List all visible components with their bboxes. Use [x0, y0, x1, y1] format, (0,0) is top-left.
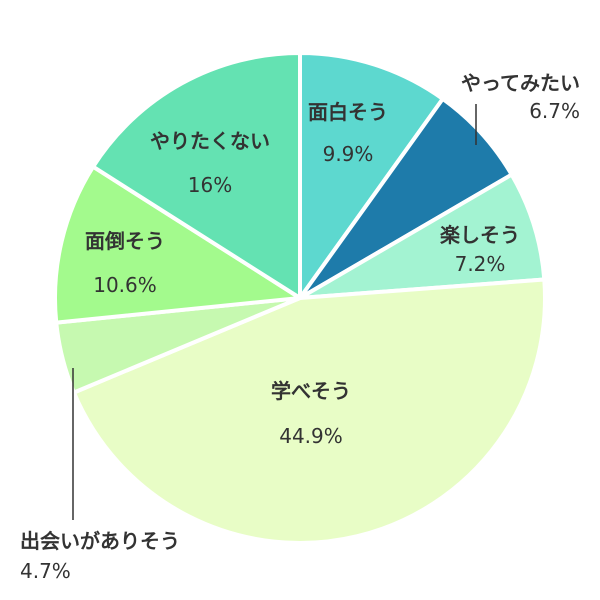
slice-label-manabe: 学べそう	[271, 379, 351, 403]
slice-value-deai: 4.7%	[20, 559, 71, 583]
slice-value-yatte: 6.7%	[529, 99, 580, 123]
slice-value-mendo: 10.6%	[93, 273, 157, 297]
slice-labels: 面白そう 9.9% やってみたい 6.7% 楽しそう 7.2% 学べそう 44.…	[20, 71, 580, 583]
pie-slice-5	[53, 164, 302, 325]
slice-label-deai: 出会いがありそう	[20, 529, 180, 553]
slice-label-yaritakunai: やりたくない	[150, 129, 270, 153]
slice-value-omoshiro: 9.9%	[323, 142, 374, 166]
slice-label-yatte: やってみたい	[461, 71, 580, 95]
slice-label-omoshiro: 面白そう	[308, 100, 388, 124]
pie-slice-2	[298, 172, 547, 300]
slice-label-tanoshi: 楽しそう	[440, 223, 520, 247]
slice-label-mendo: 面倒そう	[85, 229, 165, 253]
pie-slices	[53, 51, 547, 545]
slice-value-tanoshi: 7.2%	[455, 252, 506, 276]
slice-value-yaritakunai: 16%	[188, 173, 232, 197]
pie-slice-6	[91, 51, 302, 300]
slice-value-manabe: 44.9%	[279, 424, 343, 448]
pie-slice-0	[298, 51, 445, 300]
leader-lines	[72, 104, 477, 520]
